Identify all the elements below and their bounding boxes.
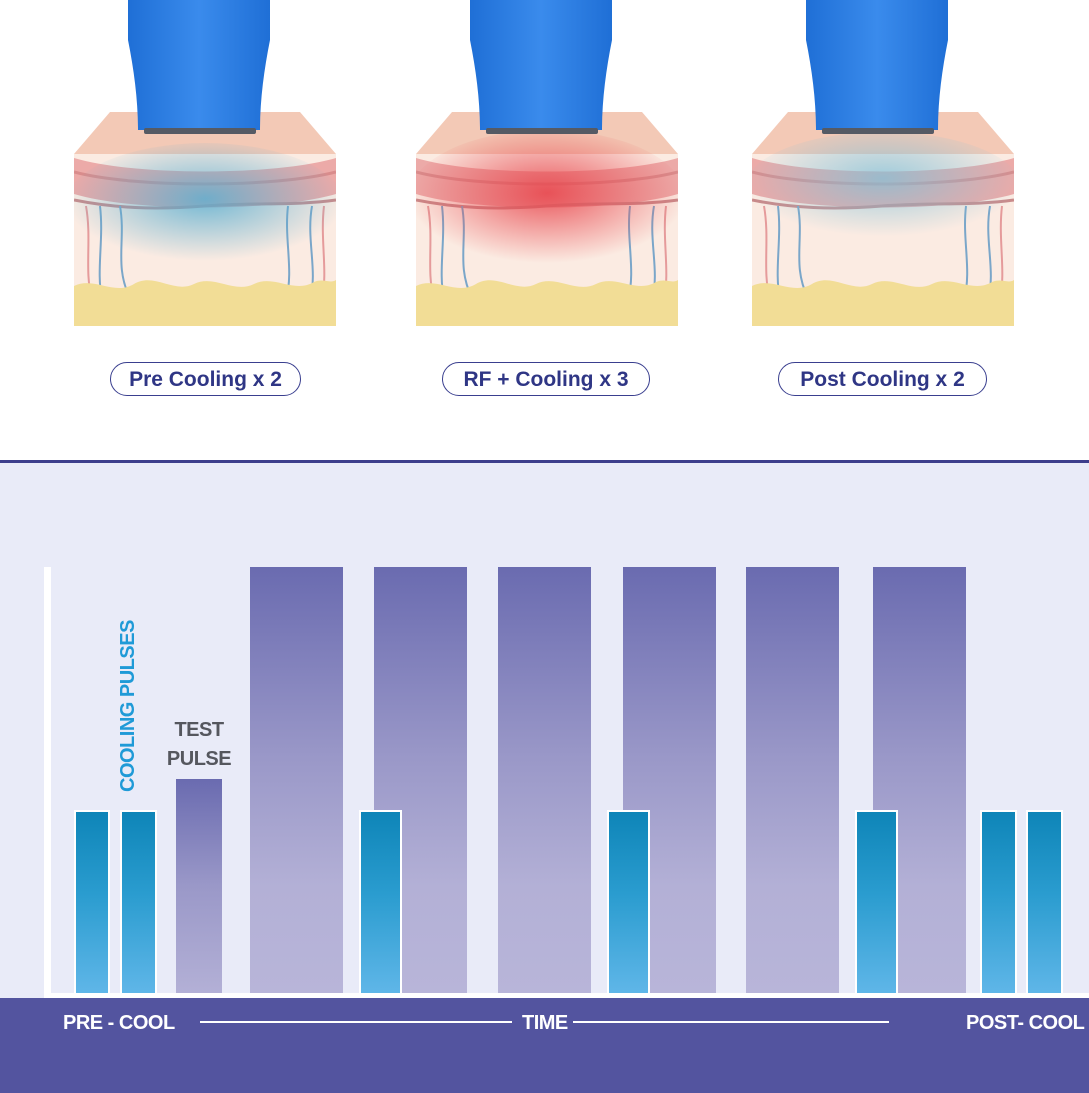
- stage-rf-cooling: [416, 0, 678, 400]
- skin-diagram-pre-cooling: [74, 0, 336, 326]
- cooling-pulse-bar: [855, 810, 898, 993]
- chart-x-axis: [44, 993, 1089, 1000]
- stage-post-cooling: [752, 0, 1014, 400]
- cooling-pulse-bar: [120, 810, 157, 993]
- skin-diagram-post-cooling: [752, 0, 1014, 326]
- rf-pulse-bar: [250, 567, 343, 993]
- test-pulse-label: TEST PULSE: [166, 716, 232, 774]
- test-pulse-bar: [176, 779, 222, 993]
- cooling-pulses-label: COOLING PULSES: [117, 620, 139, 792]
- cooling-pulse-bar: [74, 810, 110, 993]
- time-axis-footer: [0, 998, 1089, 1093]
- pre-cool-label: PRE - COOL: [63, 1012, 175, 1034]
- time-arrow-left: [200, 1021, 512, 1023]
- rf-pulse-bar: [746, 567, 839, 993]
- cooling-pulse-bar: [1026, 810, 1063, 993]
- stage-label-post-cooling: Post Cooling x 2: [778, 362, 987, 396]
- chart-y-axis: [44, 567, 51, 1001]
- test-pulse-label-line2: PULSE: [166, 748, 232, 770]
- cooling-pulse-bar: [359, 810, 402, 993]
- time-label: TIME: [522, 1012, 568, 1034]
- test-pulse-label-line1: TEST: [174, 719, 224, 741]
- stage-label-pre-cooling: Pre Cooling x 2: [110, 362, 301, 396]
- post-cool-label: POST- COOL: [966, 1012, 1085, 1034]
- stage-pre-cooling: [74, 0, 336, 400]
- cooling-pulse-bar: [980, 810, 1017, 993]
- cooling-pulse-bar: [607, 810, 650, 993]
- rf-pulse-bar: [498, 567, 591, 993]
- skin-diagram-rf-cooling: [416, 0, 678, 326]
- time-arrow-right: [573, 1021, 889, 1023]
- stage-label-rf-cooling: RF + Cooling x 3: [442, 362, 650, 396]
